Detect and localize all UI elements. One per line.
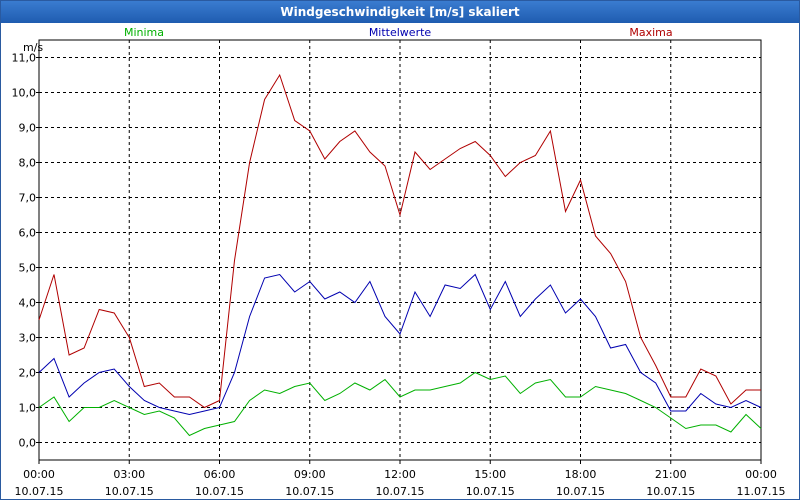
y-axis-unit-label: m/s [23, 41, 43, 54]
legend-entry-mittelwerte: Mittelwerte [369, 26, 432, 39]
series-line-maxima [38, 73, 761, 409]
y-tick-label: 3,0 [19, 332, 37, 345]
series-layer [38, 73, 762, 437]
x-tick-time-label: 00:00 [745, 468, 777, 481]
y-tick-label: 1,0 [19, 402, 37, 415]
x-tick-date-label: 10.07.15 [15, 485, 64, 498]
x-tick-time-label: 18:00 [565, 468, 597, 481]
y-tick-label: 9,0 [19, 122, 37, 135]
chart-title: Windgeschwindigkeit [m/s] skaliert [1, 1, 799, 23]
label-layer: 0,0 1,0 2,0 3,0 4,0 5,0 6,0 7,0 8,0 9,0 10,0 11,0 00… [12, 26, 786, 498]
x-tick-time-label: 06:00 [204, 468, 236, 481]
x-tick-time-label: 21:00 [655, 468, 687, 481]
y-tick-label: 6,0 [19, 227, 37, 240]
legend-entry-minima: Minima [124, 26, 164, 39]
x-tick-date-label: 10.07.15 [105, 485, 154, 498]
x-tick-time-label: 12:00 [384, 468, 416, 481]
x-tick-time-label: 00:00 [23, 468, 55, 481]
y-tick-label: 10,0 [12, 87, 37, 100]
series-line-mittelwerte [38, 273, 762, 416]
y-tick-label: 4,0 [19, 297, 37, 310]
x-tick-date-label: 10.07.15 [556, 485, 605, 498]
y-tick-label: 8,0 [19, 157, 37, 170]
y-tick-label: 5,0 [19, 262, 37, 275]
x-tick-date-label: 10.07.15 [285, 485, 334, 498]
y-tick-label: 0,0 [19, 437, 37, 450]
x-tick-time-label: 09:00 [294, 468, 326, 481]
x-tick-date-label: 10.07.15 [376, 485, 425, 498]
y-tick-label: 2,0 [19, 367, 37, 380]
x-tick-date-label: 11.07.15 [737, 485, 786, 498]
series-line-minima [38, 371, 762, 437]
x-tick-date-label: 10.07.15 [195, 485, 244, 498]
x-tick-time-label: 15:00 [474, 468, 506, 481]
x-tick-date-label: 10.07.15 [646, 485, 695, 498]
x-tick-date-label: 10.07.15 [466, 485, 515, 498]
legend-entry-maxima: Maxima [629, 26, 672, 39]
y-tick-label: 11,0 [12, 52, 37, 65]
x-tick-time-label: 03:00 [113, 468, 145, 481]
y-tick-label: 7,0 [19, 192, 37, 205]
